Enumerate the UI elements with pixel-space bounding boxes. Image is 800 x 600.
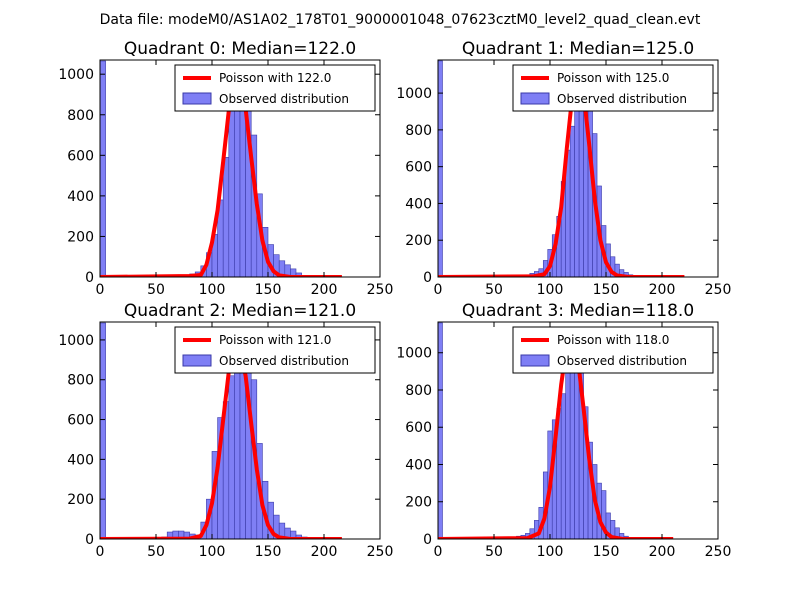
x-tick-label: 200 [311,282,338,298]
subplots: 0 50 100 150 200 25002004006008001000Quadrant… [58,39,731,560]
y-tick-label: 600 [67,413,94,429]
y-tick-label: 0 [423,270,432,286]
y-tick-label: 400 [405,457,432,473]
x-tick-label: 0 [96,282,105,298]
y-tick-label: 600 [405,160,432,176]
y-tick-label: 200 [405,233,432,249]
x-tick-label: 0 [434,282,443,298]
histogram-bar [228,375,235,539]
subplot-title: Quadrant 3: Median=118.0 [462,301,694,321]
legend-poisson-label: Poisson with 118.0 [557,333,669,347]
x-tick-label: 150 [593,544,620,560]
x-tick-label: 200 [649,544,676,560]
subplot-title: Quadrant 0: Median=122.0 [124,39,356,59]
y-tick-label: 200 [67,492,94,508]
legend-observed-swatch [520,354,550,367]
y-tick-label: 400 [67,452,94,468]
x-tick-label: 100 [199,282,226,298]
x-tick-label: 150 [255,282,282,298]
x-tick-label: 50 [147,544,165,560]
x-tick-label: 0 [96,544,105,560]
x-tick-label: 200 [311,544,338,560]
x-tick-label: 50 [485,282,503,298]
histogram-bar [569,125,575,277]
y-tick-label: 1000 [58,333,94,349]
histogram-bar [100,60,106,277]
x-tick-label: 50 [147,282,165,298]
legend-observed-label: Observed distribution [557,92,687,106]
histogram-bar [438,322,443,539]
x-tick-label: 100 [537,544,564,560]
axes-frame [99,59,381,278]
subplot-quadrant-3: 0 50 100 150 200 250 0 200 400 600 800 1000 Quadrant… [396,301,731,560]
y-tick-label: 200 [67,229,94,245]
y-tick-label: 0 [423,532,432,548]
x-tick-label: 150 [255,544,282,560]
axes-frame [437,321,719,540]
subplot-title: Quadrant 1: Median=125.0 [462,39,694,59]
x-tick-label: 50 [485,544,503,560]
legend-observed-swatch [520,92,550,105]
axes-frame [437,59,719,278]
y-tick-label: 0 [85,532,94,548]
legend-observed-label: Observed distribution [557,354,687,368]
y-tick-label: 400 [67,189,94,205]
legend-observed-swatch [182,92,212,105]
histogram-bar [222,157,230,277]
legend: Poisson with 122.0 Observed distribution [174,64,376,112]
y-tick-label: 800 [67,108,94,124]
x-tick-label: 250 [367,282,394,298]
y-tick-label: 800 [405,123,432,139]
x-tick-label: 100 [199,544,226,560]
subplot-quadrant-1: 0 50 100 150 200 250 0 200 400 600 800 1000 Quadrant… [396,39,731,298]
y-tick-label: 200 [405,495,432,511]
y-tick-label: 0 [85,270,94,286]
subplot-quadrant-2: 0 50 100 150 200 250 0 200 400 600 800 1000 Quadrant… [58,301,393,560]
subplot-title: Quadrant 2: Median=121.0 [124,301,356,321]
axes-frame [99,321,381,540]
legend: Poisson with 121.0 Observed distribution [174,326,376,374]
x-tick-label: 250 [367,544,394,560]
y-tick-label: 800 [67,373,94,389]
x-tick-label: 200 [649,282,676,298]
y-tick-label: 1000 [396,86,432,102]
legend-poisson-label: Poisson with 121.0 [219,333,331,347]
x-tick-label: 100 [537,282,564,298]
histogram-bar [295,272,302,277]
legend-poisson-label: Poisson with 122.0 [219,71,331,85]
x-tick-label: 0 [434,544,443,560]
y-tick-label: 600 [405,420,432,436]
legend: Poisson with 125.0 Observed distribution [512,64,714,112]
histogram-bar [100,322,106,539]
y-tick-label: 1000 [58,67,94,83]
legend-observed-label: Observed distribution [219,92,349,106]
histogram-bar [560,393,566,539]
y-tick-label: 400 [405,196,432,212]
y-tick-label: 600 [67,148,94,164]
x-tick-label: 150 [593,282,620,298]
x-tick-label: 250 [705,282,732,298]
legend-observed-label: Observed distribution [219,354,349,368]
subplot-quadrant-0: 0 50 100 150 200 250 0 200 400 600 800 1000 Quadrant… [58,39,393,298]
figure-suptitle: Data file: modeM0/AS1A02_178T01_90000010… [100,12,701,28]
legend-observed-swatch [182,354,212,367]
y-tick-label: 800 [405,383,432,399]
y-tick-label: 1000 [396,346,432,362]
legend-poisson-label: Poisson with 125.0 [557,71,669,85]
legend: Poisson with 118.0 Observed distribution [512,326,714,374]
x-tick-label: 250 [705,544,732,560]
